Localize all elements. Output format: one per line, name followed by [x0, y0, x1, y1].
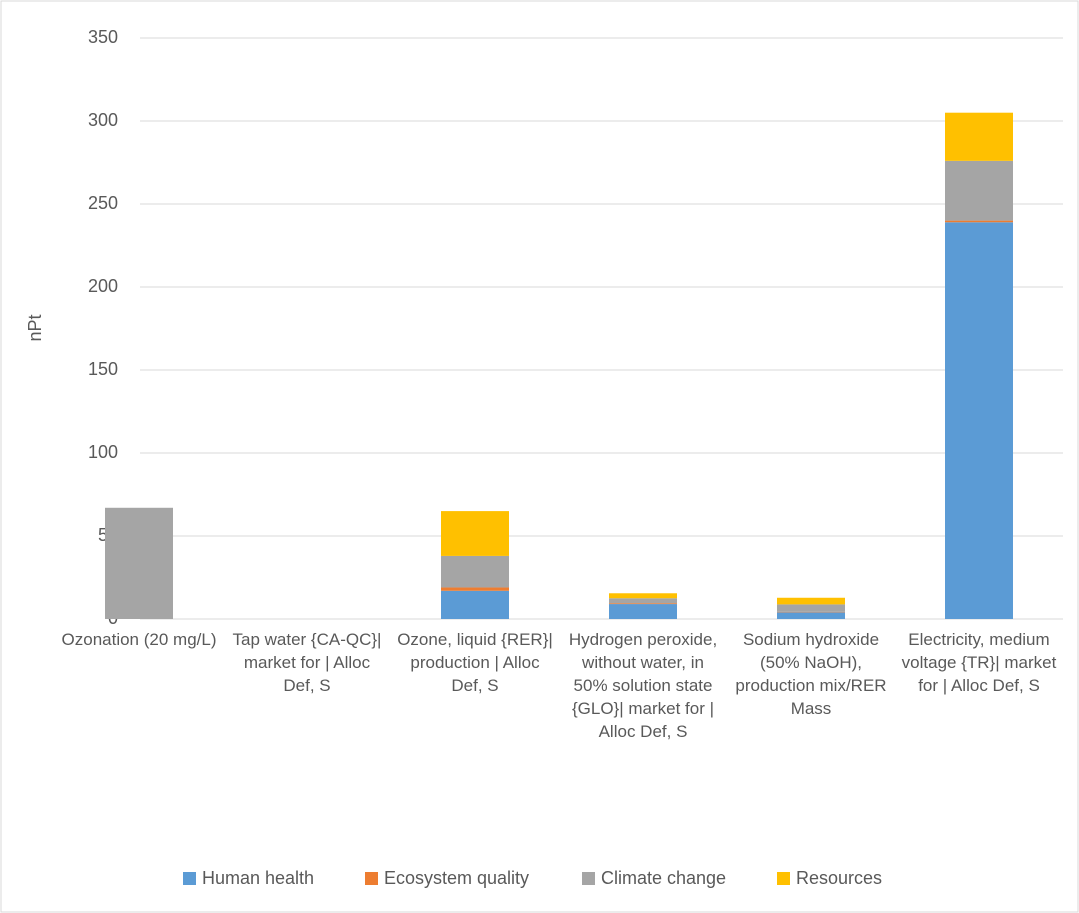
x-tick-label: Sodium hydroxide (50% NaOH), production … [735, 630, 887, 718]
x-tick-label: Tap water {CA-QC}| market for | Alloc De… [232, 630, 382, 695]
legend-swatch [582, 872, 595, 885]
bar-segment [777, 612, 845, 619]
legend-label: Human health [202, 868, 315, 888]
bar-segment [441, 511, 509, 556]
bar-segment [105, 507, 173, 619]
y-tick-label: 300 [88, 110, 118, 130]
legend-label: Climate change [601, 868, 727, 888]
bar-segment [945, 160, 1013, 221]
y-tick-label: 150 [88, 359, 118, 379]
bar-segment [609, 604, 677, 619]
bar-segment [609, 598, 677, 604]
x-tick-label: Electricity, medium voltage {TR}| market… [901, 630, 1057, 695]
bar-segment [777, 604, 845, 612]
bar-segment [945, 112, 1013, 161]
x-tick-label: Hydrogen peroxide, without water, in 50%… [568, 630, 718, 741]
legend-swatch [365, 872, 378, 885]
y-axis-title: nPt [25, 314, 45, 341]
y-tick-label: 350 [88, 27, 118, 47]
bar-segment [945, 220, 1013, 223]
legend-item: Resources [777, 868, 882, 889]
y-tick-label: 100 [88, 442, 118, 462]
bar-segment [441, 555, 509, 588]
bar-segment [441, 587, 509, 591]
legend-item: Climate change [582, 868, 726, 889]
legend-swatch [183, 872, 196, 885]
bar-segment [945, 222, 1013, 619]
legend-item: Ecosystem quality [365, 868, 529, 889]
bar-segment [609, 593, 677, 599]
legend-item: Human health [183, 868, 314, 889]
legend-swatch [777, 872, 790, 885]
x-tick-label: Ozone, liquid {RER}| production | Alloc … [397, 630, 553, 695]
legend-label: Ecosystem quality [384, 868, 530, 888]
bar-segment [609, 603, 677, 605]
y-tick-label: 250 [88, 193, 118, 213]
bar-segment [777, 597, 845, 605]
legend-label: Resources [796, 868, 883, 888]
bar-segment [441, 590, 509, 619]
x-tick-label: Ozonation (20 mg/L) [61, 630, 217, 649]
y-tick-label: 200 [88, 276, 118, 296]
